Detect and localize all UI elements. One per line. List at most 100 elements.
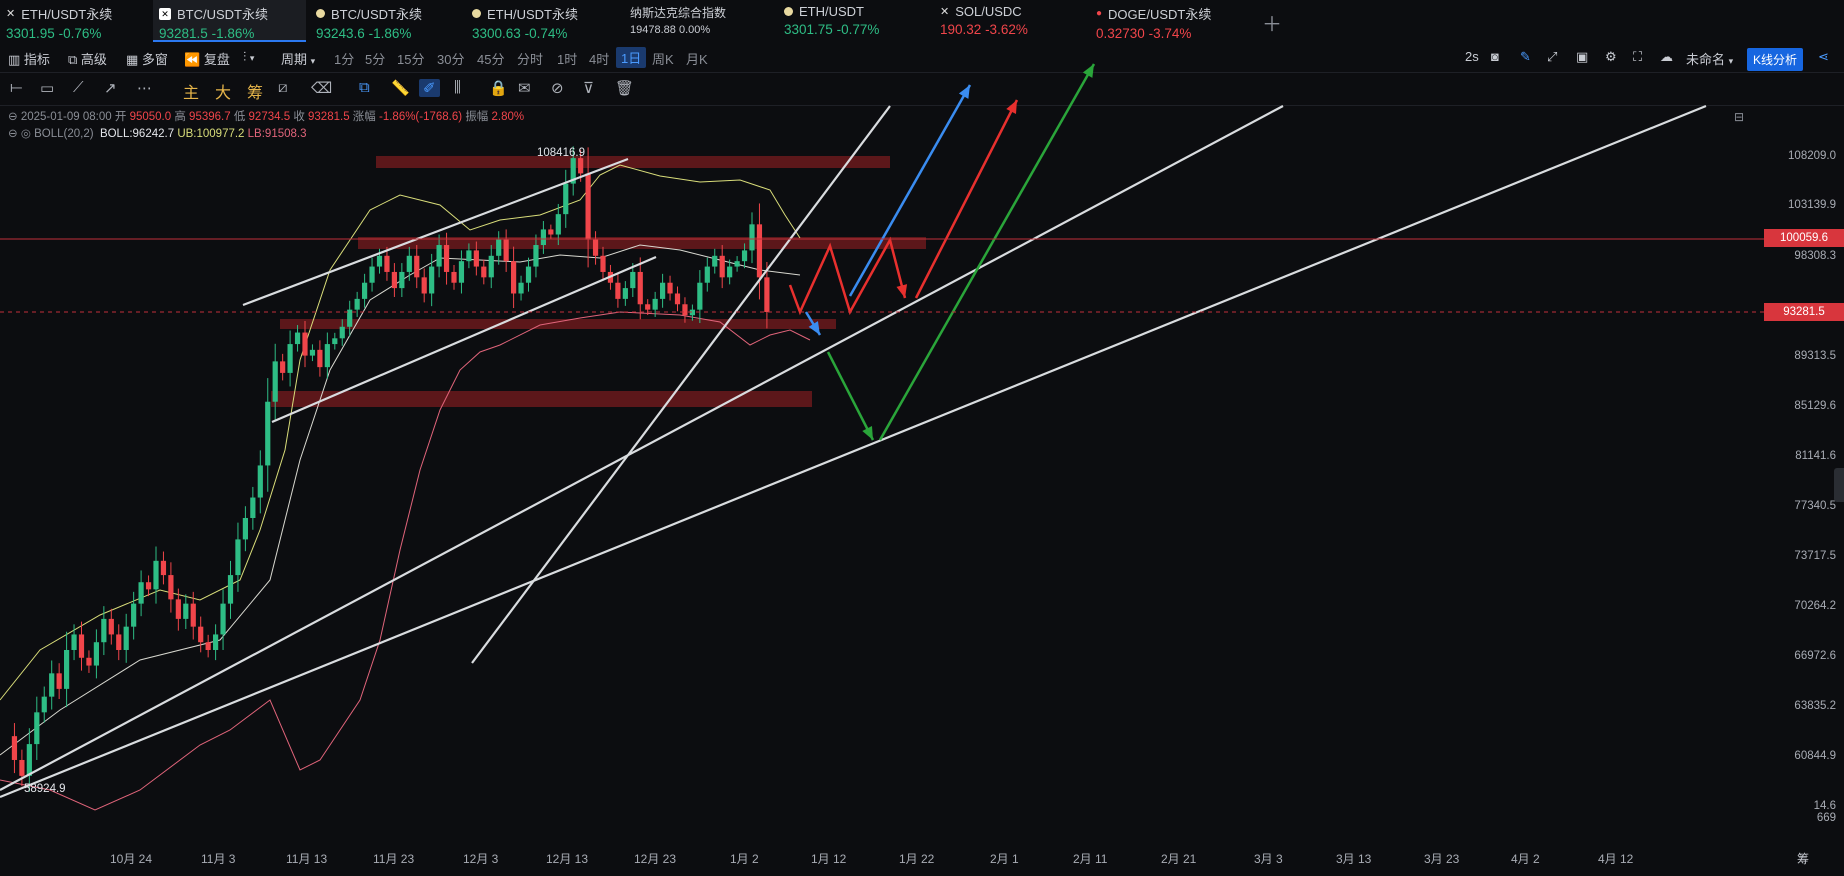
x-tick: 10月 24	[110, 852, 153, 866]
x-logo-icon: ✕	[6, 8, 16, 20]
tab-nasdaq[interactable]: 纳斯达克综合指数 19478.88 0.00%	[622, 0, 772, 42]
fullscreen-icon[interactable]: ⛶	[1633, 49, 1643, 64]
candle-body	[764, 277, 770, 312]
tf-1d-selected[interactable]: 1日	[616, 47, 647, 68]
toggle-icon[interactable]: ⊖	[8, 128, 18, 140]
k-analysis-button[interactable]: K线分析	[1746, 48, 1803, 71]
y-tick: 77340.5	[1794, 500, 1836, 512]
tab-btc-usdt-perp-2[interactable]: BTC/USDT永续 93243.6 -1.86%	[310, 0, 460, 42]
candle-body	[414, 255, 420, 278]
ruler-icon[interactable]: 📏	[391, 80, 410, 97]
bars-icon[interactable]: ⫼	[454, 79, 461, 96]
y-tick: 103139.9	[1788, 199, 1836, 211]
expand-icon[interactable]: ⤢	[1547, 49, 1558, 64]
cloud-icon[interactable]: ☁	[1660, 49, 1673, 64]
chips-corner-label[interactable]: 筹	[1797, 852, 1810, 866]
more-icon[interactable]: ⋯	[137, 80, 152, 97]
rectangle-icon[interactable]: ▭	[40, 80, 55, 97]
candlestick-icon: ⫶	[243, 49, 247, 64]
x-tick: 2月 21	[1161, 852, 1197, 866]
share-icon[interactable]: ⋖	[1818, 49, 1829, 64]
eraser-icon[interactable]: ⌫	[311, 80, 333, 97]
candle-body	[660, 282, 666, 299]
trendline	[0, 105, 1284, 791]
y-tick: 66972.6	[1794, 650, 1836, 662]
lock-icon[interactable]: 🔒	[489, 80, 508, 97]
indicators-button[interactable]: ▥ 指标	[8, 49, 50, 68]
tf-4h[interactable]: 4时	[589, 52, 610, 67]
tf-timeline[interactable]: 分时	[517, 52, 544, 67]
tf-30m[interactable]: 30分	[437, 52, 465, 67]
y-tick: 63835.2	[1794, 700, 1836, 712]
draw-mode-icon[interactable]: ✐	[419, 79, 440, 97]
tf-1m[interactable]: 1分	[334, 52, 355, 67]
green-arrow-down-head	[862, 426, 873, 440]
mode-main[interactable]: 主	[183, 85, 200, 102]
x-tick: 11月 23	[373, 852, 415, 866]
tf-week[interactable]: 周K	[652, 52, 674, 67]
candle-body	[406, 255, 412, 272]
mode-chips[interactable]: 筹	[247, 85, 264, 102]
filter-icon[interactable]: ⊽	[583, 80, 594, 97]
ray-icon[interactable]: ↗	[104, 80, 117, 97]
candle-body	[615, 282, 621, 299]
tf-45m[interactable]: 45分	[477, 52, 505, 67]
tf-5m[interactable]: 5分	[365, 52, 386, 67]
advanced-button[interactable]: ⧉ 高级	[68, 49, 107, 68]
replay-button[interactable]: ⏪ 复盘	[184, 49, 230, 68]
candle-body	[369, 266, 375, 283]
camera-icon[interactable]: ◙	[1491, 49, 1499, 64]
pen-icon[interactable]: ✎	[1520, 49, 1531, 64]
settings-icon[interactable]: ⚙	[1605, 49, 1617, 64]
candle-body	[518, 282, 524, 294]
candle-body	[108, 618, 114, 635]
green-arrow-up	[878, 63, 1096, 441]
layout-name[interactable]: 未命名 ▾	[1686, 49, 1733, 68]
tab-eth-usdt-perp[interactable]: ✕ ETH/USDT永续 3301.95 -0.76%	[0, 0, 150, 42]
tf-15m[interactable]: 15分	[397, 52, 425, 67]
tab-btc-usdt-perp-active[interactable]: ✕ BTC/USDT永续 93281.5 -1.86%	[153, 0, 306, 42]
horizontal-line-icon[interactable]: ⟝	[10, 79, 23, 96]
close-label: 收	[293, 111, 305, 123]
chevron-down-icon: ▾	[249, 53, 255, 63]
open-label: 开	[114, 111, 127, 123]
multi-window-button[interactable]: ▦ 多窗	[126, 49, 168, 68]
eye-icon[interactable]: ◎	[20, 128, 31, 140]
template-icon[interactable]: ▣	[1576, 49, 1589, 64]
link-icon[interactable]: ⊘	[551, 80, 564, 97]
refresh-interval[interactable]: 2s	[1465, 49, 1479, 64]
high-value: 95396.7	[189, 111, 231, 123]
candle-body	[101, 618, 107, 643]
tab-eth-usdt-perp-2[interactable]: ETH/USDT永续 3300.63 -0.74%	[466, 0, 616, 42]
note-icon[interactable]: ✉	[518, 80, 531, 97]
tf-1h[interactable]: 1时	[557, 52, 578, 67]
candle-body	[131, 603, 137, 627]
candle-body	[116, 634, 122, 650]
candle-body	[503, 239, 509, 262]
period-button[interactable]: 周期 ▾	[281, 49, 315, 68]
tab-doge-usdt-perp[interactable]: ● DOGE/USDT永续 0.32730 -3.74%	[1090, 0, 1240, 42]
tab-price: 3300.63	[472, 26, 521, 41]
candle-body	[339, 326, 345, 339]
minimize-icon[interactable]: ⊟	[1734, 110, 1745, 124]
chart-type-button[interactable]: ⫶ ▾	[243, 49, 254, 65]
current-price-tag: 93281.5	[1764, 303, 1844, 321]
tab-price: 0.32730	[1096, 26, 1145, 41]
trendline-icon[interactable]: ⟋	[73, 79, 84, 96]
trash-icon[interactable]: 🗑	[615, 80, 635, 97]
candle-body	[145, 582, 152, 590]
side-panel-handle[interactable]	[1834, 468, 1844, 502]
toggle-icon[interactable]: ⊖	[8, 111, 18, 123]
y-tick: 73717.5	[1794, 550, 1836, 562]
copy-icon[interactable]: ⧉	[359, 79, 370, 96]
bollinger-bands	[0, 164, 811, 811]
tf-month[interactable]: 月K	[686, 52, 708, 67]
mode-large[interactable]: 大	[215, 85, 232, 102]
candle-body	[294, 332, 301, 345]
low-label: 低	[233, 111, 246, 123]
magnet-icon[interactable]: ⧄	[278, 79, 288, 96]
tab-eth-usdt[interactable]: ETH/USDT 3301.75 -0.77%	[778, 0, 928, 42]
tab-sol-usdc[interactable]: ✕ SOL/USDC 190.32 -3.62%	[934, 0, 1084, 42]
add-tab-icon[interactable]: ＋	[1262, 14, 1282, 36]
